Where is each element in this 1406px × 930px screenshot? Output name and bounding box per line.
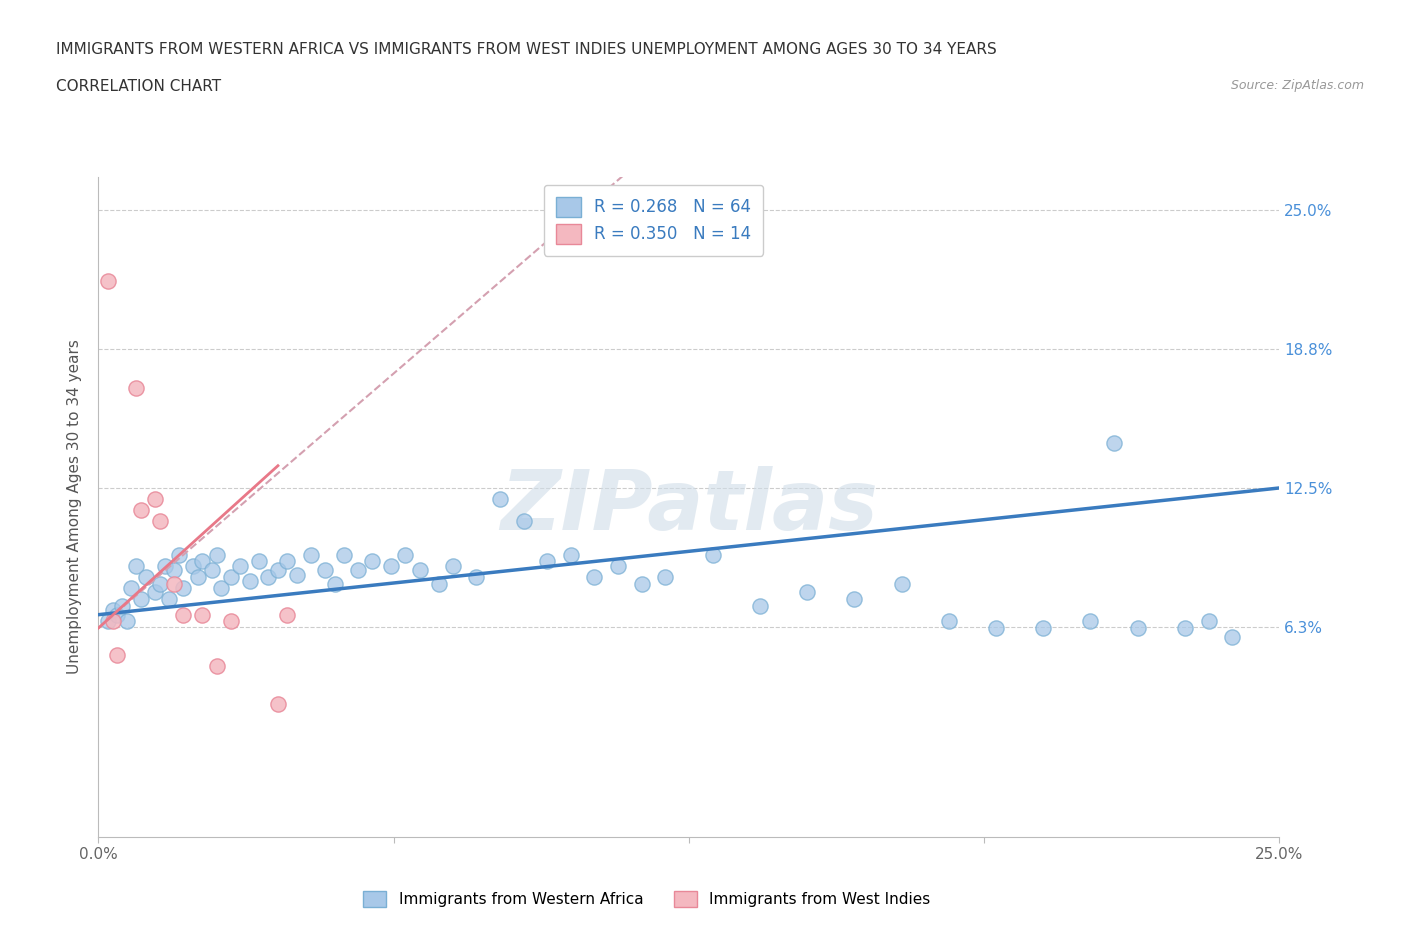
Point — [844, 591, 866, 606]
Text: IMMIGRANTS FROM WESTERN AFRICA VS IMMIGRANTS FROM WEST INDIES UNEMPLOYMENT AMONG: IMMIGRANTS FROM WESTERN AFRICA VS IMMIGR… — [56, 42, 997, 57]
Point — [121, 580, 143, 595]
Point — [560, 547, 582, 562]
Point — [748, 598, 770, 613]
Point — [101, 614, 124, 629]
Point — [149, 576, 172, 591]
Point — [187, 569, 209, 584]
Point — [489, 492, 512, 507]
Point — [229, 558, 252, 573]
Point — [191, 607, 214, 622]
Point — [219, 569, 242, 584]
Legend: Immigrants from Western Africa, Immigrants from West Indies: Immigrants from Western Africa, Immigran… — [357, 884, 936, 913]
Point — [890, 576, 912, 591]
Point — [1102, 436, 1125, 451]
Point — [167, 547, 190, 562]
Point — [1174, 620, 1197, 635]
Point — [205, 547, 228, 562]
Point — [361, 554, 384, 569]
Point — [163, 563, 186, 578]
Point — [333, 547, 356, 562]
Point — [465, 569, 488, 584]
Point — [1032, 620, 1054, 635]
Point — [181, 558, 204, 573]
Point — [1220, 630, 1243, 644]
Point — [205, 658, 228, 673]
Text: Source: ZipAtlas.com: Source: ZipAtlas.com — [1230, 79, 1364, 92]
Point — [512, 514, 534, 529]
Point — [583, 569, 606, 584]
Point — [267, 697, 290, 711]
Legend: R = 0.268   N = 64, R = 0.350   N = 14: R = 0.268 N = 64, R = 0.350 N = 14 — [544, 185, 763, 256]
Point — [536, 554, 558, 569]
Point — [276, 554, 298, 569]
Point — [702, 547, 724, 562]
Point — [143, 585, 166, 600]
Point — [247, 554, 270, 569]
Point — [630, 576, 652, 591]
Point — [153, 558, 176, 573]
Point — [157, 591, 180, 606]
Point — [172, 607, 194, 622]
Point — [111, 598, 134, 613]
Point — [441, 558, 464, 573]
Point — [239, 574, 262, 589]
Point — [427, 576, 450, 591]
Point — [607, 558, 630, 573]
Point — [276, 607, 298, 622]
Point — [105, 647, 128, 662]
Point — [1126, 620, 1149, 635]
Point — [267, 563, 290, 578]
Point — [172, 580, 194, 595]
Point — [380, 558, 402, 573]
Point — [408, 563, 430, 578]
Point — [219, 614, 242, 629]
Y-axis label: Unemployment Among Ages 30 to 34 years: Unemployment Among Ages 30 to 34 years — [67, 339, 83, 674]
Point — [323, 576, 346, 591]
Point — [209, 580, 232, 595]
Point — [125, 558, 148, 573]
Point — [347, 563, 370, 578]
Point — [201, 563, 224, 578]
Text: ZIPatlas: ZIPatlas — [501, 466, 877, 548]
Point — [125, 380, 148, 395]
Point — [257, 569, 280, 584]
Point — [115, 614, 138, 629]
Point — [135, 569, 157, 584]
Point — [97, 614, 120, 629]
Point — [938, 614, 960, 629]
Point — [285, 567, 308, 582]
Point — [394, 547, 416, 562]
Point — [97, 273, 120, 288]
Point — [101, 603, 124, 618]
Point — [105, 607, 128, 622]
Point — [314, 563, 336, 578]
Point — [143, 492, 166, 507]
Point — [191, 554, 214, 569]
Point — [149, 514, 172, 529]
Point — [654, 569, 676, 584]
Point — [299, 547, 322, 562]
Point — [984, 620, 1007, 635]
Point — [1080, 614, 1102, 629]
Text: CORRELATION CHART: CORRELATION CHART — [56, 79, 221, 94]
Point — [129, 503, 152, 518]
Point — [163, 576, 186, 591]
Point — [796, 585, 818, 600]
Point — [1198, 614, 1220, 629]
Point — [129, 591, 152, 606]
